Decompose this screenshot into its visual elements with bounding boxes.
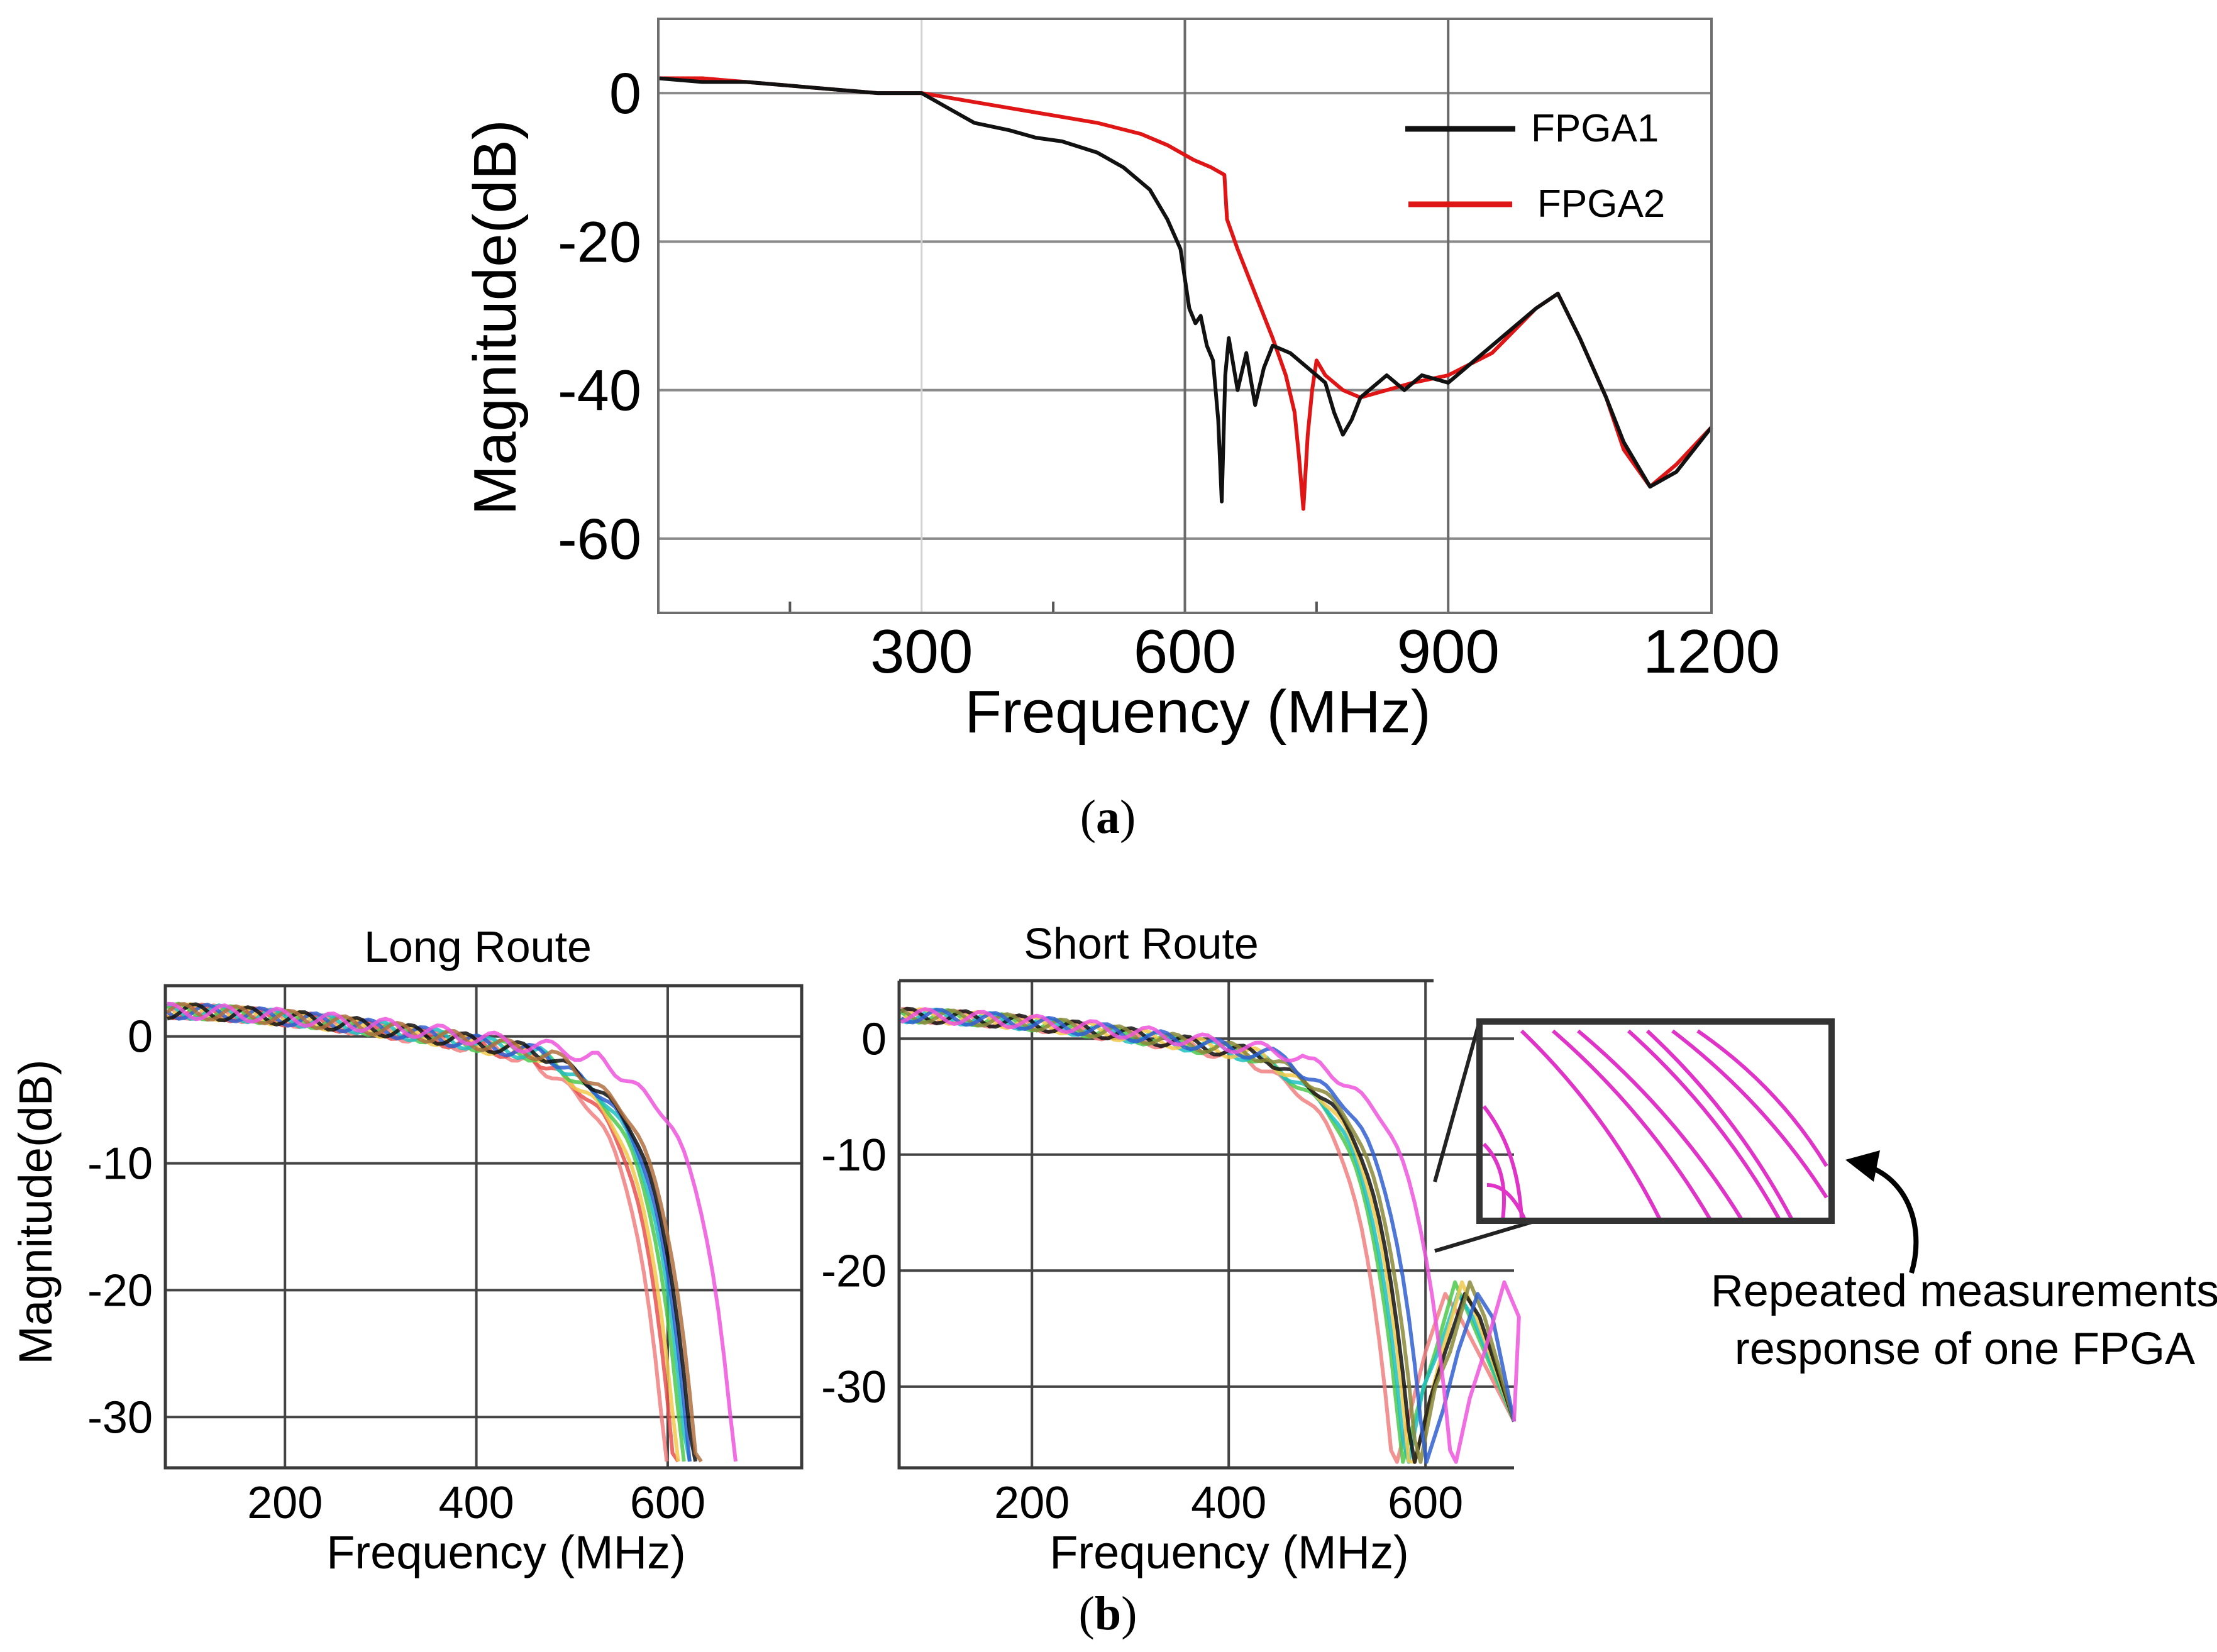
inset-curve-4	[1627, 1029, 1781, 1221]
panel-b-short-y-tick-labels: 0 -10 -20 -30	[821, 1014, 887, 1412]
panel-a-series-group	[658, 76, 1713, 511]
panel-b-short-x-tick-label-1: 400	[1191, 1478, 1266, 1528]
inset-leader-top	[1433, 1021, 1481, 1182]
caption-b-close: )	[1121, 1587, 1137, 1640]
panel-b-short-y-tick-label-1: -10	[821, 1130, 887, 1181]
panel-b-short-chart: Short Route 200 400 600 0 -10 -20 -30 Frequen…	[821, 919, 1521, 1578]
panel-b-long-chart: Long Route 200 400 600 0 -10 -20 -30 Frequenc…	[9, 922, 804, 1578]
panel-b-short-x-tick-label-0: 200	[994, 1478, 1070, 1528]
panel-b-long-series-group	[166, 1001, 738, 1463]
panel-b-short-y-tick-label-0: 0	[861, 1014, 887, 1064]
inset-curve-9	[1482, 1142, 1506, 1220]
panel-a-x-tick-labels: 300 600 900 1200	[870, 617, 1780, 686]
caption-b-letter: b	[1095, 1587, 1121, 1640]
panel-b-short-x-axis-title: Frequency (MHz)	[1049, 1526, 1409, 1578]
panel-a-tick-marks	[788, 602, 1318, 613]
panel-b-long-series-3	[166, 1002, 680, 1462]
annotation-arrowhead	[1845, 1150, 1880, 1182]
panel-b-long-title: Long Route	[364, 922, 592, 971]
panel-b-long-series-8	[166, 1002, 703, 1463]
panel-a-gridlines	[658, 19, 1713, 613]
panel-b-long-series-2	[166, 1003, 680, 1463]
panel-b-short-series-7	[900, 1008, 1516, 1464]
caption-a-open: (	[1080, 791, 1096, 844]
panel-b-long-series-7	[167, 1002, 698, 1462]
panel-b-long-series-9	[167, 1001, 738, 1462]
panel-b-short-series-6	[900, 1008, 1516, 1464]
panel-a-x-tick-label-1: 600	[1134, 617, 1237, 686]
panel-b-long-x-tick-label-2: 600	[630, 1478, 705, 1528]
panel-b-long-x-tick-label-0: 200	[247, 1478, 323, 1528]
inset-curve-2	[1552, 1029, 1712, 1221]
panel-b-long-gridlines	[165, 986, 802, 1468]
panel-b-long-x-axis-title: Frequency (MHz)	[326, 1526, 686, 1578]
panel-a-y-tick-label-0: 0	[609, 62, 641, 126]
panel-b-short-plot-frame	[897, 979, 1514, 1470]
panel-b-short-y-tick-label-3: -30	[821, 1362, 887, 1412]
panel-a-y-tick-label-1: -20	[558, 210, 641, 274]
panel-a-x-tick-label-2: 900	[1396, 617, 1500, 686]
panel-b-short-y-tick-label-2: -20	[821, 1246, 887, 1296]
panel-a-plot-frame	[657, 18, 1713, 614]
panel-b-long-series-4	[166, 1001, 686, 1462]
zoom-inset	[1433, 1018, 1835, 1253]
panel-b-long-y-tick-label-3: -30	[87, 1392, 153, 1443]
panel-b-short-series-group	[900, 1006, 1521, 1464]
panel-a-x-tick-label-3: 1200	[1643, 617, 1780, 686]
panel-b-long-y-tick-label-2: -20	[87, 1265, 153, 1316]
panel-b-long-y-axis-title: Magnitude(dB)	[9, 1059, 62, 1364]
panel-a-chart: 300 600 900 1200 0 -20 -40 -60 Frequency (MHz)…	[462, 18, 1780, 746]
panel-a-y-axis-title: Magnitude(dB)	[462, 119, 529, 515]
panel-b-short-x-tick-labels: 200 400 600	[994, 1478, 1463, 1528]
annotation-text-line2: response of one FPGA	[1735, 1324, 2195, 1374]
caption-a-close: )	[1120, 791, 1136, 844]
panel-a-y-tick-labels: 0 -20 -40 -60	[558, 62, 641, 571]
panel-a-legend: FPGA1 FPGA2	[1405, 107, 1665, 226]
panel-b-long-series-1	[166, 1003, 669, 1462]
inset-curve-10	[1486, 1183, 1527, 1221]
inset-curve-3	[1577, 1029, 1744, 1221]
panel-a-series-fpga1	[658, 76, 1713, 504]
panel-a-x-tick-label-0: 300	[870, 617, 973, 686]
panel-b-long-y-tick-labels: 0 -10 -20 -30	[87, 1012, 153, 1443]
inset-curve-6	[1671, 1029, 1828, 1199]
inset-frame	[1476, 1018, 1835, 1224]
inset-curve-5	[1645, 1029, 1794, 1221]
panel-b-long-plot-frame	[163, 984, 804, 1470]
inset-curve-7	[1696, 1029, 1828, 1167]
caption-b: (b)	[1079, 1587, 1137, 1640]
annotation-arrow	[1866, 1164, 1919, 1274]
legend-label-fpga2: FPGA2	[1537, 182, 1665, 226]
panel-a-x-axis-title: Frequency (MHz)	[965, 678, 1430, 746]
inset-curve-1	[1520, 1029, 1662, 1221]
inset-leader-bottom	[1434, 1219, 1537, 1253]
inset-curves-group	[1482, 1029, 1828, 1221]
panel-b-short-title: Short Route	[1024, 919, 1259, 968]
panel-b-long-y-tick-label-1: -10	[87, 1139, 153, 1189]
inset-annotation: Repeated measurements response of one FP…	[1711, 1150, 2217, 1374]
legend-label-fpga1: FPGA1	[1531, 107, 1659, 150]
caption-b-open: (	[1079, 1587, 1095, 1640]
inset-curve-8	[1482, 1105, 1523, 1220]
caption-a-letter: a	[1096, 791, 1120, 844]
panel-a-y-tick-label-2: -40	[558, 359, 641, 423]
panel-b-short-x-tick-label-2: 600	[1388, 1478, 1463, 1528]
panel-b-short-series-8	[900, 1007, 1521, 1464]
panel-b-long-x-tick-label-1: 400	[439, 1478, 514, 1528]
panel-b-long-y-tick-label-0: 0	[128, 1012, 153, 1062]
panel-b-long-x-tick-labels: 200 400 600	[247, 1478, 705, 1528]
caption-a: (a)	[1080, 791, 1136, 844]
annotation-text-line1: Repeated measurements	[1711, 1266, 2217, 1316]
panel-a-y-tick-label-3: -60	[558, 507, 641, 571]
